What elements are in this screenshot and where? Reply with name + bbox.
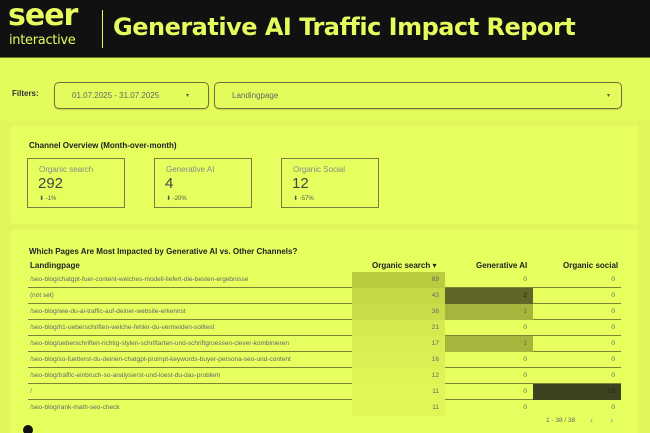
kpi-label: Generative AI — [166, 165, 215, 174]
landingpage-cell: /seo-blog/so-fuetterst-du-deinen-chatgpt… — [30, 356, 291, 363]
table-row[interactable]: (not set) 43 2 0 — [28, 288, 621, 304]
generative-ai-cell: 0 — [523, 276, 527, 283]
pagination-range: 1 - 38 / 38 — [546, 417, 576, 424]
generative-ai-cell: 0 — [523, 324, 527, 331]
app-header: seer interactive Generative AI Traffic I… — [0, 0, 650, 58]
landingpage-cell: /seo-blog/ueberschriften-richtig-stylen-… — [30, 340, 290, 347]
generative-ai-cell: 0 — [523, 372, 527, 379]
generative-ai-cell: 0 — [523, 356, 527, 363]
organic-social-cell: 0 — [611, 356, 615, 363]
landingpage-cell: /seo-blog/wie-du-ai-traffic-auf-deiner-w… — [30, 308, 186, 315]
kpi-generative-ai[interactable]: Generative AI 4 ⬇ -20% — [154, 158, 252, 208]
organic-social-cell: 0 — [611, 276, 615, 283]
table-row[interactable]: /seo-blog/ueberschriften-richtig-stylen-… — [28, 336, 621, 352]
kpi-change: ⬇ -20% — [166, 196, 187, 202]
logo-subline: interactive — [9, 33, 76, 48]
kpi-organic-social[interactable]: Organic Social 12 ⬇ -57% — [281, 158, 379, 208]
landingpage-dropdown-value: Landingpage — [232, 91, 279, 100]
landingpage-cell: / — [30, 388, 32, 395]
organic-social-cell: 0 — [611, 292, 615, 299]
generative-ai-cell: 1 — [445, 336, 533, 352]
organic-social-cell: 0 — [611, 340, 615, 347]
organic-social-cell: 0 — [611, 324, 615, 331]
kpi-label: Organic Social — [293, 165, 346, 174]
kpi-change: ⬇ -1% — [39, 196, 57, 202]
seer-interactive-logo[interactable]: seer interactive — [8, 0, 98, 52]
organic-search-cell: 17 — [352, 336, 445, 352]
organic-search-cell: 38 — [352, 304, 445, 320]
table-row[interactable]: /seo-blog/so-fuetterst-du-deinen-chatgpt… — [28, 352, 621, 368]
generative-ai-cell: 2 — [445, 288, 533, 304]
info-icon[interactable] — [23, 425, 33, 433]
kpi-change: ⬇ -57% — [293, 196, 314, 202]
organic-search-cell: 12 — [352, 368, 445, 384]
kpi-label: Organic search — [39, 165, 94, 174]
channel-overview-title: Channel Overview (Month-over-month) — [29, 141, 177, 150]
kpi-value: 4 — [165, 175, 174, 192]
column-header-organic-social[interactable]: Organic social — [563, 261, 619, 270]
organic-search-cell: 11 — [352, 400, 445, 416]
generative-ai-cell: 1 — [445, 304, 533, 320]
organic-social-cell: 0 — [611, 372, 615, 379]
landingpage-cell: /seo-blog/rank-math-seo-check — [30, 404, 120, 411]
table-title: Which Pages Are Most Impacted by Generat… — [29, 247, 298, 256]
landingpage-dropdown[interactable]: Landingpage ▾ — [214, 82, 622, 109]
logo-wordmark: seer — [8, 0, 78, 33]
table-row[interactable]: /seo-blog/wie-du-ai-traffic-auf-deiner-w… — [28, 304, 621, 320]
table-row[interactable]: /seo-blog/traffic-einbruch-so-analysiers… — [28, 368, 621, 384]
pagination-prev-button[interactable]: ‹ — [590, 415, 593, 425]
landingpage-cell: /seo-blog/h1-ueberschriften-welche-fehle… — [30, 324, 215, 331]
table-row[interactable]: /seo-blog/h1-ueberschriften-welche-fehle… — [28, 320, 621, 336]
page-title: Generative AI Traffic Impact Report — [113, 13, 576, 41]
generative-ai-cell: 0 — [523, 404, 527, 411]
header-divider — [102, 10, 103, 48]
column-header-generative-ai[interactable]: Generative AI — [476, 261, 528, 270]
date-range-dropdown[interactable]: 01.07.2025 - 31.07.2025 ▾ — [54, 82, 209, 109]
organic-social-cell: 0 — [611, 404, 615, 411]
organic-social-cell: 12 — [533, 384, 621, 400]
organic-search-cell: 16 — [352, 352, 445, 368]
filters-label: Filters: — [12, 89, 39, 98]
landingpage-cell: /seo-blog/chatgpt-fuer-content-welches-m… — [30, 276, 249, 283]
pagination-next-button[interactable]: › — [610, 415, 613, 425]
organic-search-cell: 21 — [352, 320, 445, 336]
right-gutter — [638, 120, 650, 433]
table-row[interactable]: /seo-blog/chatgpt-fuer-content-welches-m… — [28, 272, 621, 288]
chevron-down-icon: ▾ — [607, 93, 611, 99]
chevron-down-icon: ▾ — [186, 93, 190, 99]
organic-social-cell: 0 — [611, 308, 615, 315]
kpi-value: 12 — [292, 175, 309, 192]
kpi-value: 292 — [38, 175, 64, 192]
kpi-organic-search[interactable]: Organic search 292 ⬇ -1% — [27, 158, 125, 208]
organic-search-cell: 11 — [352, 384, 445, 400]
landingpage-cell: /seo-blog/traffic-einbruch-so-analysiers… — [30, 372, 221, 379]
column-header-organic-search[interactable]: Organic search ▾ — [372, 261, 437, 270]
column-header-landingpage[interactable]: Landingpage — [30, 261, 80, 270]
generative-ai-cell: 0 — [523, 388, 527, 395]
date-range-value: 01.07.2025 - 31.07.2025 — [72, 91, 160, 100]
organic-search-cell: 43 — [352, 288, 445, 304]
table-row[interactable]: /seo-blog/rank-math-seo-check 11 0 0 — [28, 400, 621, 416]
table-row[interactable]: / 11 0 12 — [28, 384, 621, 400]
organic-search-cell: 69 — [352, 272, 445, 288]
landingpage-cell: (not set) — [30, 292, 54, 299]
